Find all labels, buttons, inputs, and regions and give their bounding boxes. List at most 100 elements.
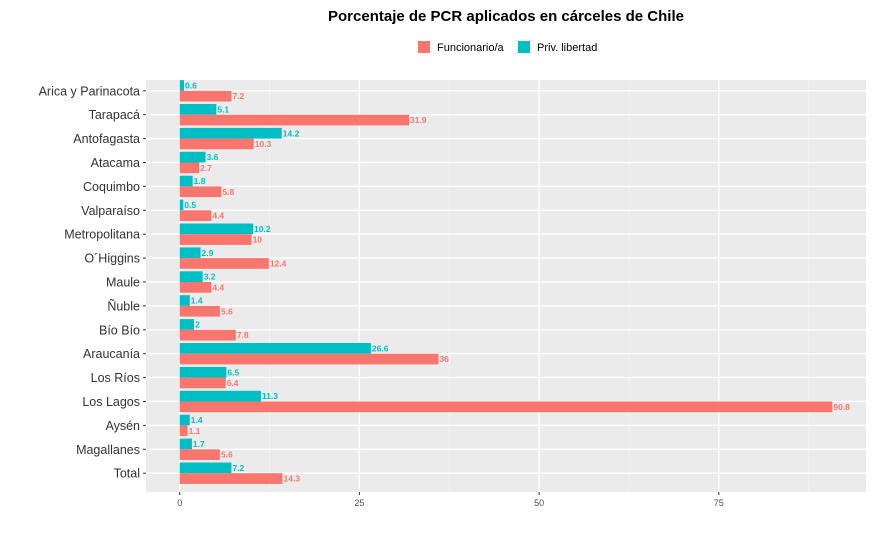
bar-funcionario-a-magallanes (179, 449, 220, 460)
bar-priv-libertad-total (179, 462, 232, 474)
y-tick-label-los-lagos: Los Lagos (82, 395, 140, 409)
data-label-priv-libertad-antofagasta: 14.2 (283, 128, 300, 138)
grid-minor (269, 80, 810, 492)
bar-priv-libertad-metropolitana (179, 223, 254, 235)
data-label-priv-libertad-tarapaca: 5.1 (217, 104, 229, 114)
x-tick-label-50: 50 (534, 498, 544, 508)
legend-label-funcionario-a: Funcionario/a (437, 42, 505, 54)
bar-funcionario-a-valparaiso (179, 210, 212, 221)
data-label-priv-libertad-magallanes: 1.7 (193, 439, 205, 449)
y-axis: Arica y Parinacota Tarapacá Antofagasta Ata… (39, 84, 146, 481)
y-tick-label-valparaiso: Valparaíso (81, 204, 140, 218)
bar-funcionario-a-atacama (179, 162, 200, 174)
bar-priv-libertad-araucania (179, 343, 371, 354)
data-label-funcionario-a-coquimbo: 5.8 (222, 187, 234, 197)
data-label-priv-libertad-los-lagos: 11.3 (262, 391, 278, 401)
y-tick-label-aysen: Aysén (105, 419, 140, 433)
y-tick-label-o-higgins: O´Higgins (84, 252, 140, 266)
y-tick-label-magallanes: Magallanes (76, 443, 140, 457)
data-label-funcionario-a-aysen: 1.1 (189, 426, 201, 436)
bar-funcionario-a-araucania (179, 353, 439, 365)
data-label-priv-libertad-nuble: 1.4 (191, 296, 203, 306)
legend-key-funcionario-a (418, 41, 430, 53)
bar-priv-libertad-nuble (179, 295, 190, 306)
bar-priv-libertad-los-lagos (179, 390, 261, 402)
data-label-priv-libertad-metropolitana: 10.2 (254, 224, 271, 234)
data-label-funcionario-a-arica-y-parinacota: 7.2 (232, 91, 244, 101)
bar-funcionario-a-metropolitana (179, 234, 252, 245)
x-tick-label-25: 25 (354, 498, 364, 508)
y-tick-label-metropolitana: Metropolitana (64, 228, 140, 242)
y-tick-label-los-rios: Los Ríos (91, 371, 140, 385)
bar-priv-libertad-coquimbo (179, 175, 193, 187)
data-label-funcionario-a-atacama: 2.7 (200, 163, 212, 173)
y-tick-label-maule: Maule (106, 276, 140, 290)
bar-funcionario-a-total (179, 473, 283, 484)
x-tick-label-0: 0 (177, 498, 182, 508)
y-tick-label-tarapaca: Tarapacá (89, 108, 140, 122)
bar-priv-libertad-bio-bio (179, 319, 195, 330)
bar-priv-libertad-arica-y-parinacota (179, 80, 185, 91)
data-label-funcionario-a-bio-bio: 7.8 (237, 330, 249, 340)
data-label-priv-libertad-total: 7.2 (232, 463, 244, 473)
data-label-priv-libertad-araucania: 26.6 (372, 343, 389, 353)
bar-funcionario-a-tarapaca (179, 114, 409, 126)
legend-key-priv-libertad (518, 41, 530, 53)
data-label-priv-libertad-arica-y-parinacota: 0.6 (185, 80, 197, 90)
data-label-funcionario-a-los-lagos: 90.8 (833, 402, 850, 412)
bar-priv-libertad-o-higgins (179, 247, 201, 259)
y-tick-label-bio-bio: Bío Bío (99, 323, 140, 337)
y-tick-label-nuble: Ñuble (107, 299, 140, 313)
bar-funcionario-a-aysen (179, 425, 188, 437)
bar-funcionario-a-coquimbo (179, 186, 222, 198)
legend-label-priv-libertad: Priv. libertad (537, 42, 597, 54)
y-tick-label-araucania: Araucanía (83, 347, 140, 361)
data-label-funcionario-a-tarapaca: 31.9 (410, 115, 427, 125)
data-label-priv-libertad-los-rios: 6.5 (227, 367, 239, 377)
chart-title: Porcentaje de PCR aplicados en cárceles … (328, 8, 684, 25)
x-tick-label-75: 75 (714, 498, 724, 508)
y-tick-label-total: Total (114, 467, 140, 481)
bar-funcionario-a-antofagasta (179, 138, 254, 150)
bar-funcionario-a-arica-y-parinacota (179, 90, 232, 102)
bar-funcionario-a-maule (179, 282, 212, 293)
data-label-priv-libertad-atacama: 3.6 (207, 152, 219, 162)
data-label-funcionario-a-magallanes: 5.6 (221, 450, 233, 460)
y-tick-label-antofagasta: Antofagasta (73, 132, 140, 146)
data-label-funcionario-a-metropolitana: 10 (253, 235, 263, 245)
data-label-funcionario-a-o-higgins: 12.4 (270, 258, 287, 268)
bars (179, 80, 833, 484)
bar-priv-libertad-antofagasta (179, 127, 282, 139)
x-axis: 0 25 50 75 (177, 492, 724, 508)
legend: Funcionario/a Priv. libertad (418, 41, 597, 54)
bar-priv-libertad-maule (179, 271, 203, 282)
bar-priv-libertad-los-rios (179, 366, 227, 378)
bar-funcionario-a-los-rios (179, 377, 226, 389)
bar-funcionario-a-los-lagos (179, 401, 833, 413)
y-tick-label-atacama: Atacama (91, 156, 140, 170)
data-label-funcionario-a-los-rios: 6.4 (227, 378, 239, 388)
bar-priv-libertad-aysen (179, 414, 190, 426)
data-label-funcionario-a-total: 14.3 (283, 474, 300, 484)
data-label-priv-libertad-aysen: 1.4 (191, 415, 203, 425)
data-label-funcionario-a-maule: 4.4 (212, 282, 224, 292)
y-tick-label-coquimbo: Coquimbo (83, 180, 140, 194)
data-label-priv-libertad-maule: 3.2 (204, 272, 216, 282)
bar-priv-libertad-valparaiso (179, 199, 184, 211)
data-label-priv-libertad-o-higgins: 2.9 (202, 248, 214, 258)
data-label-funcionario-a-valparaiso: 4.4 (212, 211, 224, 221)
data-label-priv-libertad-bio-bio: 2 (195, 319, 200, 329)
data-labels: 0.67.25.131.914.210.33.62.71.85.80.54.41… (184, 80, 850, 483)
bar-funcionario-a-bio-bio (179, 329, 236, 341)
bar-priv-libertad-tarapaca (179, 104, 217, 115)
data-label-priv-libertad-valparaiso: 0.5 (184, 200, 196, 210)
bar-funcionario-a-nuble (179, 305, 220, 317)
data-label-funcionario-a-antofagasta: 10.3 (255, 139, 272, 149)
bar-priv-libertad-atacama (179, 151, 206, 163)
bar-funcionario-a-o-higgins (179, 258, 269, 269)
bar-priv-libertad-magallanes (179, 438, 192, 450)
data-label-funcionario-a-araucania: 36 (439, 354, 449, 364)
plot-panel (146, 80, 866, 492)
